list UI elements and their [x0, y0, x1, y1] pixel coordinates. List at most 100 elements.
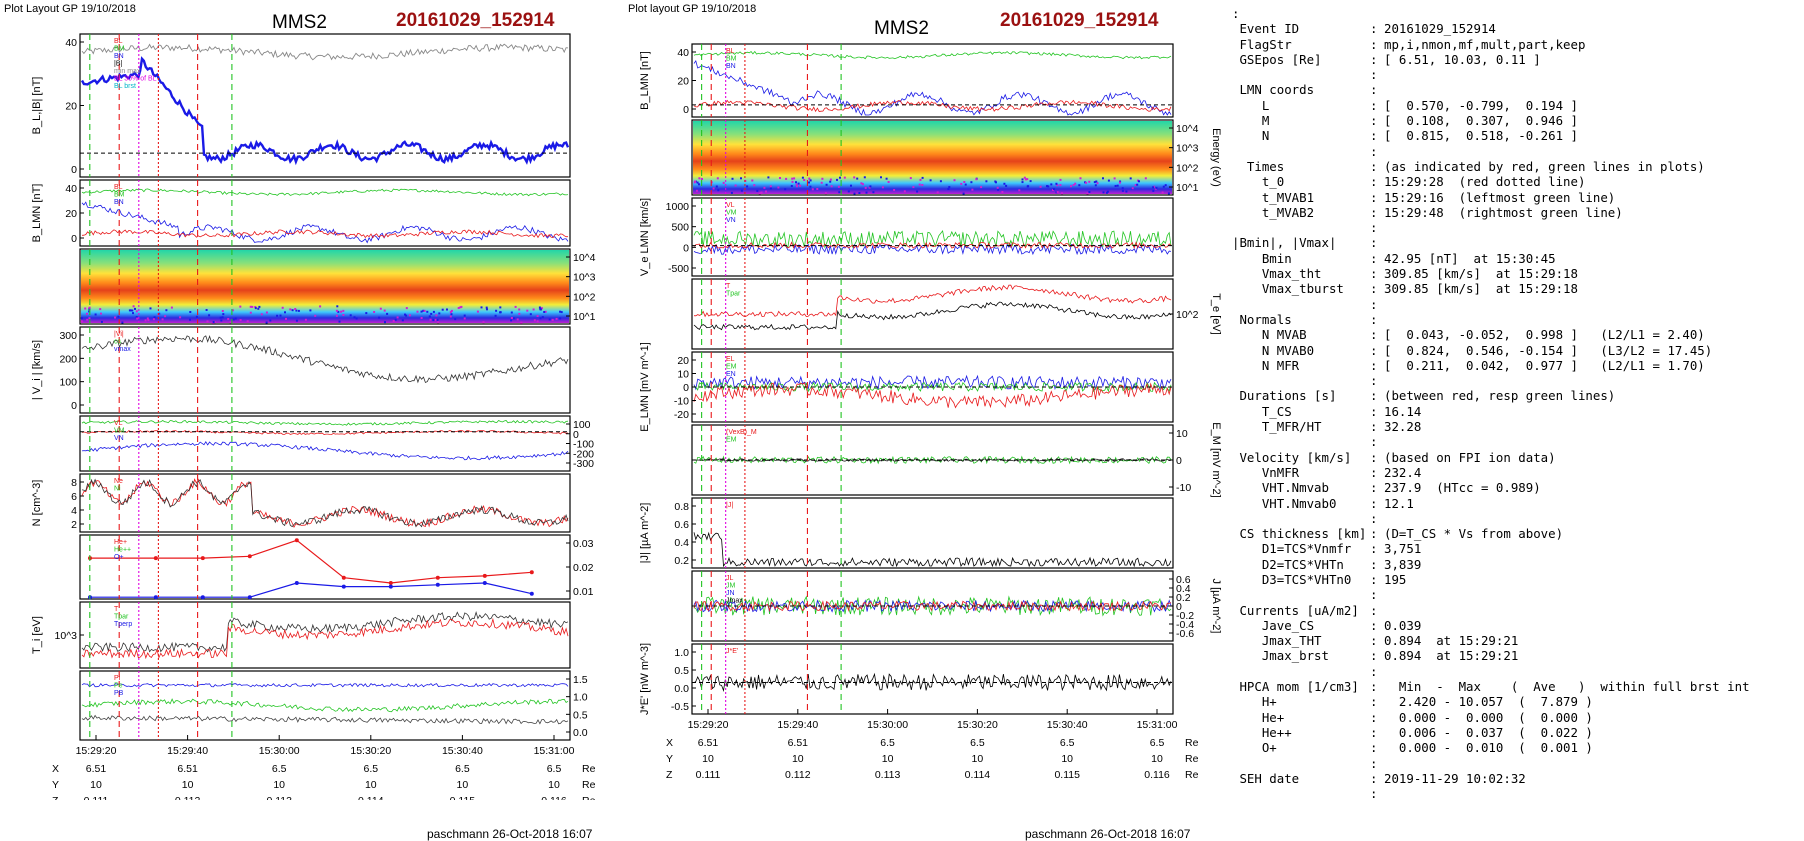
spectrogram-speckle	[1138, 180, 1140, 183]
spectrogram-speckle	[251, 305, 254, 308]
spectrogram-speckle	[694, 180, 697, 183]
legend-entry: BM	[114, 192, 125, 199]
spectrogram-speckle	[1055, 191, 1058, 194]
legend-entry: He++	[114, 547, 131, 554]
legend-entry: T	[114, 606, 119, 613]
spectrogram-speckle	[939, 180, 942, 183]
spectrogram-speckle	[1047, 185, 1050, 188]
spectrogram-speckle	[342, 309, 345, 312]
spectrogram-speckle	[383, 309, 386, 312]
info-key	[1232, 786, 1370, 801]
spectrogram-speckle	[1106, 190, 1109, 193]
spectrogram-speckle	[239, 319, 242, 322]
spectrogram-speckle	[864, 186, 867, 189]
legend-entry: Tperp	[114, 621, 132, 628]
position-unit: Re	[1185, 737, 1199, 749]
spectrogram-speckle	[980, 186, 983, 189]
info-row: Event ID:20161029_152914	[1232, 21, 1798, 36]
spectrogram-speckle	[751, 179, 754, 182]
y-axis-label: |J| [µA m^-2]	[639, 503, 651, 564]
xtick-label: 15:30:20	[957, 719, 998, 731]
spectrogram-speckle	[763, 186, 766, 189]
spectrogram-speckle	[796, 185, 798, 188]
spectrogram-speckle	[1116, 184, 1119, 187]
spectrogram-speckle	[560, 311, 563, 314]
spectrogram-speckle	[861, 183, 864, 186]
spectrogram-speckle	[516, 318, 519, 321]
info-key: O+	[1232, 740, 1277, 756]
ytick-right-label: -0.6	[1176, 628, 1194, 640]
info-row: N MVAB0: [ 0.824, 0.546, -0.154 ] (L3/L2 …	[1232, 343, 1798, 358]
spectrogram-speckle	[435, 314, 438, 317]
spectrogram-speckle	[880, 176, 882, 179]
spectrogram-speckle	[117, 315, 120, 318]
spectrogram-speckle	[336, 305, 339, 308]
spectrogram-speckle	[494, 314, 497, 317]
spectrogram-speckle	[784, 188, 787, 191]
ytick-label: 10^3	[55, 630, 78, 642]
spectrogram-speckle	[147, 319, 150, 322]
spectrogram-speckle	[170, 306, 173, 309]
spectrogram-speckle	[843, 176, 846, 179]
spectrogram-speckle	[526, 309, 529, 312]
info-row: L: [ 0.570, -0.799, 0.194 ]	[1232, 98, 1798, 113]
spectrogram-speckle	[232, 318, 235, 321]
info-colon: :	[1370, 510, 1378, 526]
info-row: :	[1232, 587, 1798, 602]
spectrogram-speckle	[903, 190, 906, 193]
spectrogram-speckle	[740, 177, 742, 180]
spectrogram-speckle	[824, 192, 827, 195]
spectrogram-speckle	[396, 316, 399, 319]
spectrogram-speckle	[289, 308, 292, 311]
spectrogram-speckle	[1113, 177, 1116, 180]
info-value: 0.039	[1384, 617, 1422, 633]
ytick-right-label: 0.03	[573, 538, 594, 550]
spectrogram-speckle	[838, 191, 841, 194]
info-key: t_MVAB2	[1232, 204, 1315, 220]
spectrogram-speckle	[1121, 189, 1124, 192]
spectrogram-speckle	[463, 314, 466, 317]
ytick-right-label: 10^2	[1176, 309, 1199, 321]
ytick-right-label: -0.2	[1176, 610, 1194, 622]
spectrogram-speckle	[1039, 185, 1042, 188]
spectrogram-speckle	[100, 320, 103, 323]
spectrogram-speckle	[1005, 184, 1008, 187]
info-key	[1232, 6, 1370, 21]
spectrogram	[693, 121, 1172, 194]
spectrogram-speckle	[146, 317, 149, 320]
spectrogram-speckle	[715, 185, 718, 188]
legend-entry: VN	[726, 217, 736, 224]
spectrogram-speckle	[795, 181, 797, 184]
ytick-label: 1.0	[674, 647, 689, 659]
info-key	[1232, 587, 1370, 602]
spectrogram-speckle	[510, 311, 513, 314]
series-BM	[693, 99, 1172, 113]
info-colon: :	[1370, 556, 1378, 572]
position-value: 10	[90, 779, 102, 791]
info-key: VHT.Nmvab	[1232, 480, 1329, 496]
spectrogram-speckle	[335, 314, 338, 317]
panel-frame	[79, 473, 571, 533]
spectrogram-speckle	[84, 307, 87, 310]
spectrogram-speckle	[701, 178, 703, 180]
position-value: 6.5	[363, 763, 378, 775]
info-key: VnMFR	[1232, 464, 1300, 480]
info-key: D1=TCS*Vnmfr	[1232, 541, 1352, 557]
spectrogram-speckle	[426, 310, 429, 313]
spectrogram-speckle	[830, 185, 833, 188]
plot1-footer: paschmann 26-Oct-2018 16:07	[427, 827, 593, 841]
ytick-label: -20	[674, 409, 689, 421]
spectrogram-speckle	[434, 318, 437, 321]
position-value: 6.5	[970, 737, 985, 749]
spectrogram-speckle	[779, 177, 781, 179]
spectrogram-speckle	[1164, 184, 1167, 187]
spectrogram-speckle	[865, 191, 868, 194]
spectrogram-speckle	[405, 307, 408, 310]
spectrogram-speckle	[454, 318, 457, 321]
spectrogram-speckle	[249, 305, 252, 308]
info-colon: :	[1370, 82, 1378, 98]
spectrogram-speckle	[730, 191, 733, 194]
info-key: Vmax_tburst	[1232, 281, 1344, 297]
spectrogram-speckle	[476, 310, 479, 313]
